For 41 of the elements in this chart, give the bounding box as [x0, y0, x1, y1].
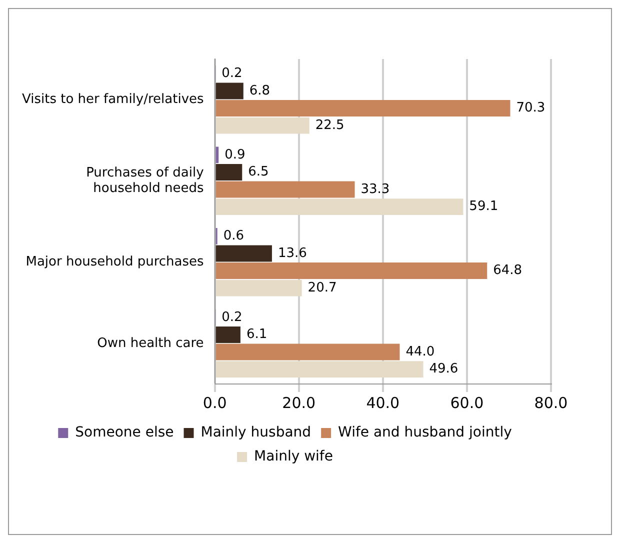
- bar: [216, 326, 240, 343]
- data-label: 13.6: [278, 246, 307, 261]
- legend-label: Mainly wife: [254, 448, 333, 465]
- x-tick-label: 20.0: [282, 394, 316, 412]
- y-tick-label: Own health care: [97, 336, 204, 351]
- bar: [216, 198, 464, 215]
- data-label: 64.8: [493, 263, 522, 278]
- y-tick-label: Purchases of daily household needs: [86, 165, 204, 196]
- bar: [216, 117, 310, 134]
- bar: [216, 361, 424, 378]
- legend-label: Someone else: [75, 424, 174, 441]
- data-label: 59.1: [469, 199, 498, 214]
- data-label: 6.1: [246, 327, 268, 342]
- legend-label: Mainly husband: [200, 424, 312, 441]
- x-tick-label: 40.0: [366, 394, 400, 412]
- data-label: 6.8: [249, 83, 270, 98]
- x-tick-label: 60.0: [450, 394, 484, 412]
- bar: [216, 280, 302, 296]
- y-tick-label: Visits to her family/relatives: [22, 92, 204, 107]
- data-label: 33.3: [360, 182, 390, 197]
- data-label: 0.2: [222, 310, 242, 325]
- data-label: 0.2: [222, 66, 242, 82]
- data-label: 70.3: [516, 100, 546, 116]
- bar: [216, 262, 488, 279]
- x-tick-label: 0.0: [202, 394, 227, 412]
- legend-label: Wife and husband jointly: [338, 424, 512, 441]
- data-label: 20.7: [308, 280, 337, 296]
- y-tick-label: Major household purchases: [26, 254, 204, 270]
- data-label: 0.6: [223, 228, 244, 244]
- bar: [216, 82, 244, 100]
- bar: [216, 344, 400, 360]
- data-label: 0.9: [224, 147, 246, 162]
- data-label: 49.6: [429, 362, 458, 377]
- x-tick-label: 80.0: [534, 394, 568, 412]
- bar: [216, 100, 510, 116]
- bar: [216, 181, 355, 198]
- data-label: 44.0: [406, 344, 435, 360]
- data-label: 22.5: [315, 118, 344, 133]
- bar: [216, 164, 242, 180]
- bar: [216, 245, 272, 262]
- data-label: 6.5: [248, 164, 269, 180]
